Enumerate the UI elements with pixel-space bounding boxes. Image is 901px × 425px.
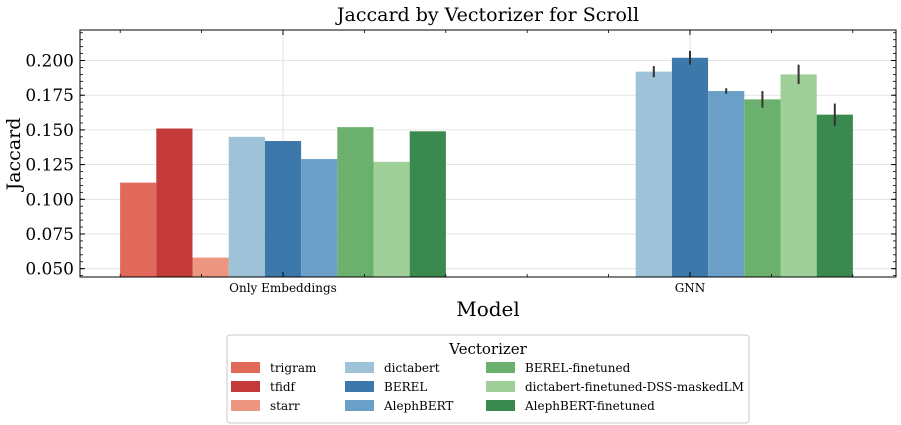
plot-frame [79, 29, 897, 278]
bar [409, 131, 446, 277]
bar [337, 127, 374, 278]
legend-label: dictabert-finetuned-DSS-maskedLM [525, 380, 744, 394]
legend-swatch [345, 362, 374, 373]
bar [708, 91, 745, 277]
legend-label: starr [270, 399, 300, 413]
error-bars-layer [652, 50, 836, 126]
legend: Vectorizer trigram tfidf starr dictabert BER… [226, 334, 750, 424]
y-tick-label: 0.125 [25, 156, 74, 176]
bars-layer [120, 57, 853, 278]
y-axis-label: Jaccard [3, 118, 25, 193]
bar [671, 57, 709, 277]
legend-swatch [486, 362, 515, 373]
legend-swatch [231, 381, 260, 392]
legend-label: BEREL-finetuned [525, 361, 631, 375]
x-tick-label: Only Embeddings [229, 281, 337, 295]
legend-swatch [486, 400, 515, 411]
bar [816, 114, 853, 278]
legend-label: AlephBERT [383, 399, 453, 413]
y-tick-label: 0.175 [25, 86, 74, 106]
legend-label: AlephBERT-finetuned [524, 399, 655, 413]
bar [264, 141, 302, 277]
y-tick-label: 0.150 [25, 121, 74, 141]
legend-label: tfidf [270, 380, 297, 394]
bar [744, 99, 781, 277]
legend-label: BEREL [384, 380, 427, 394]
legend-swatch [486, 381, 515, 392]
x-tick-label: GNN [675, 281, 706, 295]
legend-title: Vectorizer [448, 340, 528, 358]
y-tick-labels: 0.050 0.075 0.100 0.125 0.150 0.175 0.200 [25, 52, 74, 280]
legend-swatch [345, 400, 374, 411]
y-tick-label: 0.100 [25, 190, 74, 210]
legend-swatch [231, 362, 260, 373]
y-tick-label: 0.050 [25, 260, 74, 280]
bar [373, 161, 410, 277]
bar [301, 159, 338, 277]
legend-label: trigram [270, 361, 317, 375]
ticks-layer [80, 30, 896, 277]
x-tick-labels: Only Embeddings GNN [229, 281, 705, 295]
bar [228, 136, 265, 277]
y-tick-label: 0.200 [25, 52, 74, 72]
y-tick-label: 0.075 [25, 225, 74, 245]
bar [120, 182, 157, 277]
x-axis-label: Model [456, 297, 520, 321]
legend-items: trigram tfidf starr dictabert BEREL AlephBERT… [231, 361, 744, 413]
grid-layer [80, 30, 896, 277]
bar [635, 71, 672, 277]
legend-label: dictabert [384, 361, 440, 375]
chart-title: Jaccard by Vectorizer for Scroll [335, 4, 639, 26]
legend-swatch [345, 381, 374, 392]
bar [780, 74, 817, 277]
bar [156, 128, 193, 277]
bar [192, 257, 229, 277]
legend-swatch [231, 400, 260, 411]
